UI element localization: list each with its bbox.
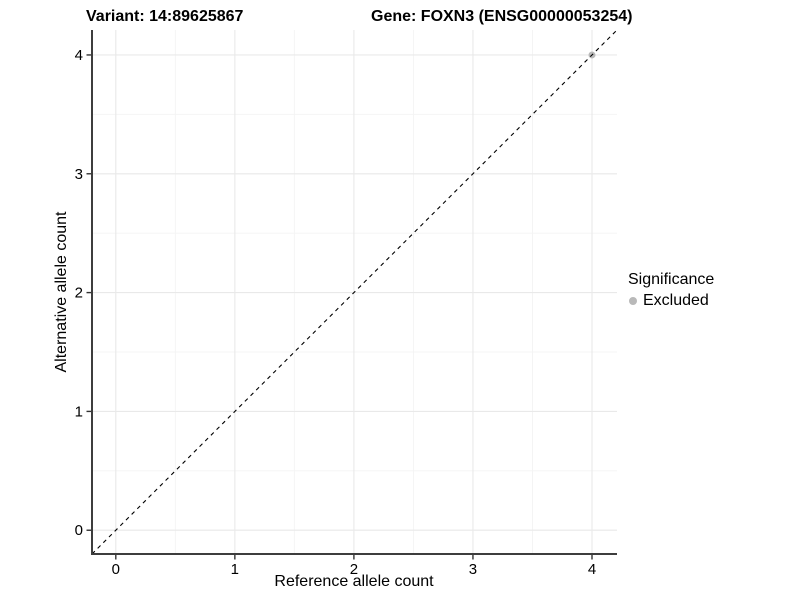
plot-title-gene: Gene: FOXN3 (ENSG00000053254) bbox=[371, 8, 633, 25]
y-tick-label: 0 bbox=[75, 522, 83, 539]
legend: Significance Excluded bbox=[628, 271, 714, 310]
x-tick-label: 4 bbox=[588, 561, 596, 578]
legend-item: Excluded bbox=[628, 292, 714, 310]
legend-item-label: Excluded bbox=[643, 292, 709, 309]
plot-title-variant: Variant: 14:89625867 bbox=[86, 8, 244, 25]
legend-title: Significance bbox=[628, 271, 715, 288]
y-tick-label: 3 bbox=[75, 166, 83, 183]
x-tick-label: 3 bbox=[469, 561, 477, 578]
x-axis-title: Reference allele count bbox=[274, 573, 434, 590]
y-axis-title: Alternative allele count bbox=[53, 211, 70, 373]
y-tick-label: 2 bbox=[75, 285, 83, 302]
x-tick-label: 2 bbox=[350, 561, 358, 578]
y-tick-label: 1 bbox=[75, 403, 83, 420]
legend-items: Excluded bbox=[628, 292, 714, 310]
x-tick-label: 0 bbox=[112, 561, 120, 578]
legend-point-icon bbox=[629, 297, 637, 305]
x-tick-label: 1 bbox=[231, 561, 239, 578]
identity-dashed-line bbox=[91, 29, 618, 555]
y-tick-label: 4 bbox=[75, 47, 83, 64]
